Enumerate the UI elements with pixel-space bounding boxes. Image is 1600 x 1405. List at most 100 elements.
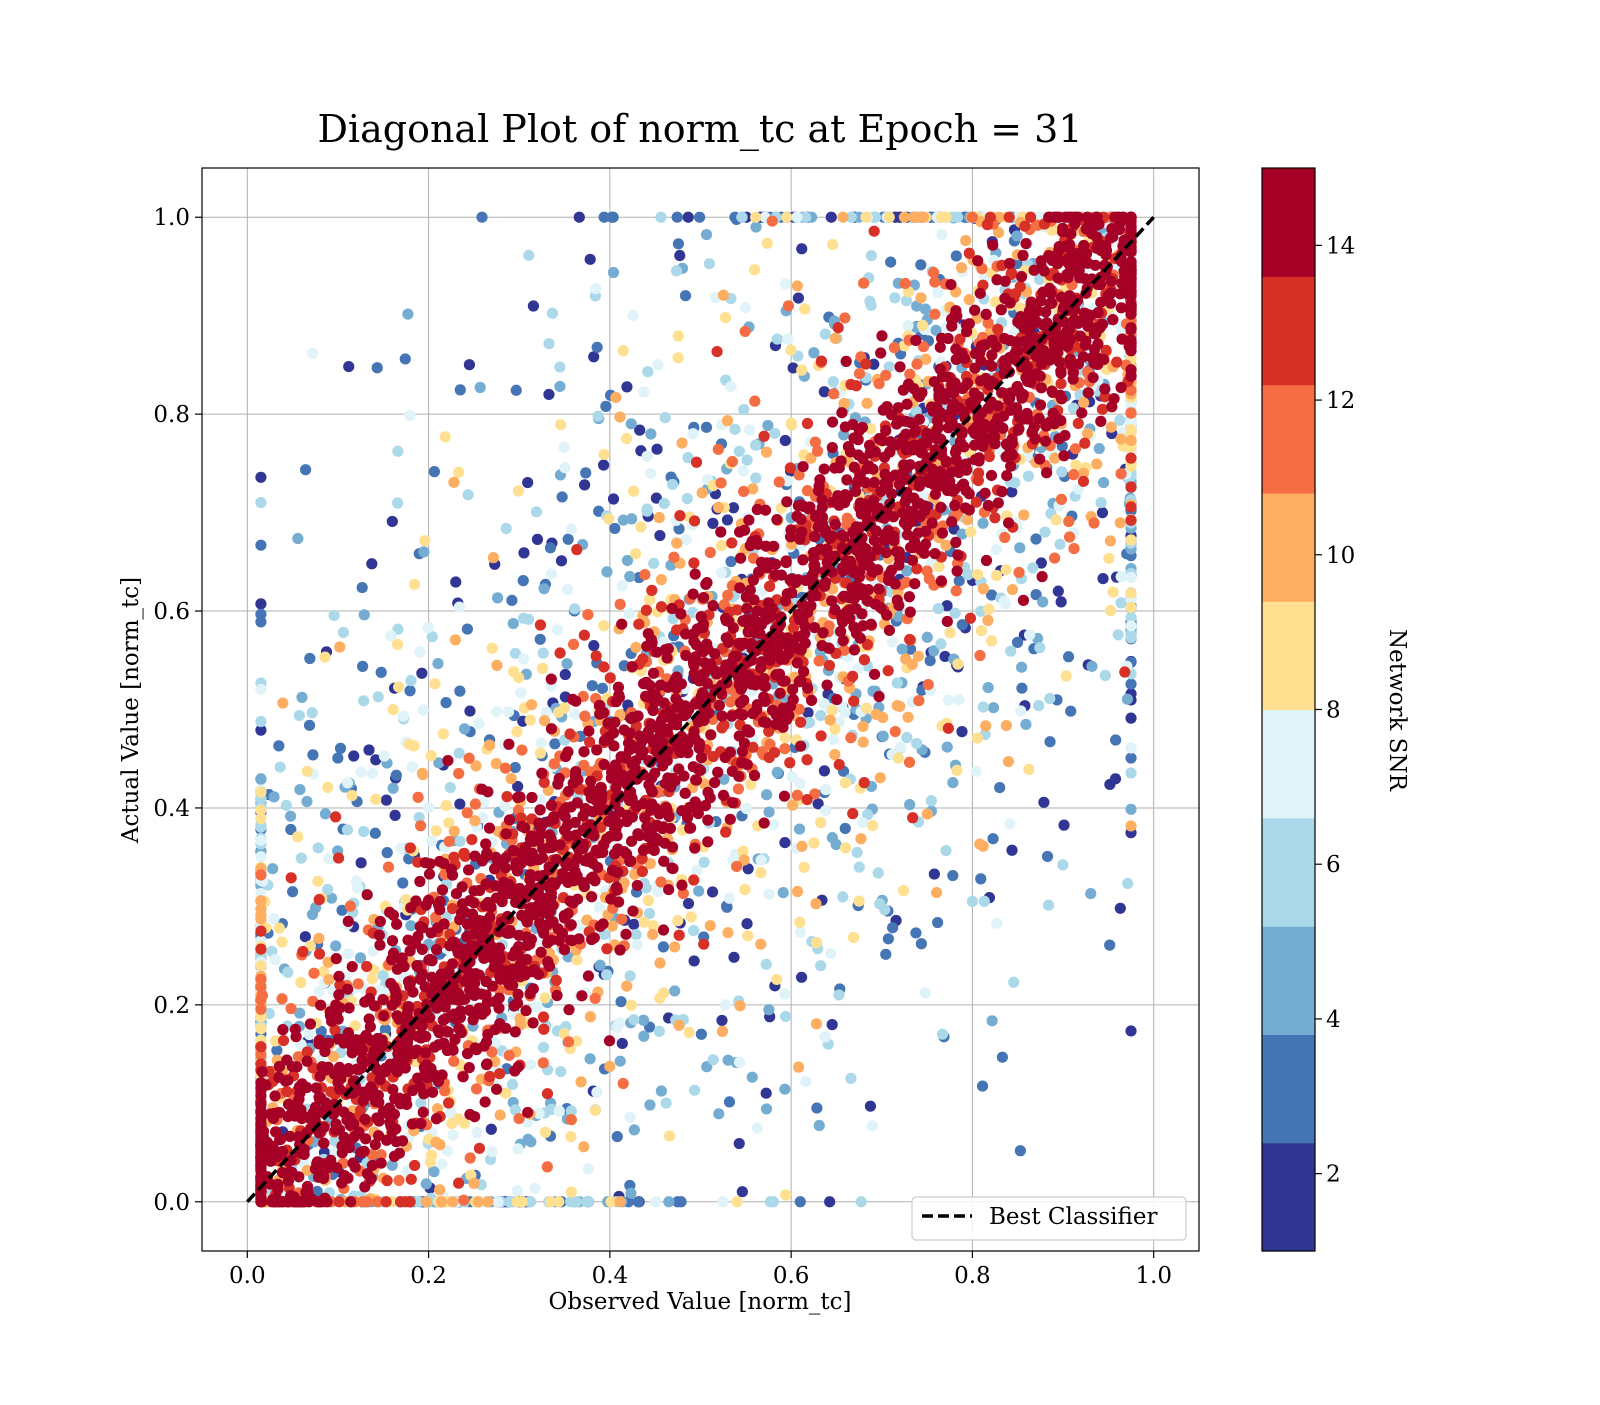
scatter-point bbox=[660, 412, 671, 423]
scatter-point bbox=[865, 1101, 876, 1112]
scatter-point bbox=[1037, 571, 1048, 582]
scatter-point bbox=[1039, 526, 1050, 537]
scatter-point bbox=[1016, 683, 1027, 694]
scatter-point bbox=[656, 1085, 667, 1096]
scatter-point bbox=[257, 990, 268, 1001]
scatter-point bbox=[471, 1083, 482, 1094]
scatter-point bbox=[409, 1160, 420, 1171]
scatter-point bbox=[890, 726, 901, 737]
scatter-point bbox=[811, 1102, 822, 1113]
scatter-point bbox=[977, 1080, 988, 1091]
scatter-point bbox=[608, 267, 619, 278]
scatter-point bbox=[393, 1175, 404, 1186]
scatter-point bbox=[296, 853, 307, 864]
scatter-point bbox=[952, 212, 963, 223]
scatter-point bbox=[981, 555, 992, 566]
scatter-point bbox=[255, 598, 266, 609]
scatter-point bbox=[646, 772, 657, 783]
scatter-point bbox=[562, 584, 573, 595]
scatter-point bbox=[532, 534, 543, 545]
scatter-point bbox=[769, 428, 780, 439]
scatter-point bbox=[551, 975, 562, 986]
scatter-point bbox=[538, 1024, 549, 1035]
scatter-point bbox=[643, 895, 654, 906]
scatter-point bbox=[484, 740, 495, 751]
scatter-point bbox=[772, 334, 783, 345]
scatter-point bbox=[780, 1011, 791, 1022]
scatter-point bbox=[688, 925, 699, 936]
scatter-point bbox=[1115, 468, 1126, 479]
scatter-point bbox=[611, 1022, 622, 1033]
scatter-point bbox=[880, 425, 891, 436]
scatter-point bbox=[764, 889, 775, 900]
scatter-point bbox=[571, 544, 582, 555]
scatter-point bbox=[398, 711, 409, 722]
scatter-point bbox=[763, 597, 774, 608]
scatter-point bbox=[828, 376, 839, 387]
scatter-point bbox=[1056, 596, 1067, 607]
scatter-point bbox=[1125, 588, 1136, 599]
scatter-point bbox=[999, 293, 1010, 304]
scatter-point bbox=[933, 561, 944, 572]
scatter-point bbox=[827, 416, 838, 427]
scatter-point bbox=[255, 851, 266, 862]
scatter-point bbox=[785, 462, 796, 473]
scatter-point bbox=[661, 1097, 672, 1108]
scatter-point bbox=[853, 896, 864, 907]
scatter-point bbox=[656, 601, 667, 612]
scatter-point bbox=[304, 1029, 315, 1040]
scatter-point bbox=[1001, 564, 1012, 575]
scatter-point bbox=[981, 309, 992, 320]
scatter-point bbox=[407, 761, 418, 772]
scatter-point bbox=[761, 1103, 772, 1114]
scatter-point bbox=[458, 1071, 469, 1082]
scatter-point bbox=[810, 898, 821, 909]
scatter-point bbox=[599, 212, 610, 223]
scatter-point bbox=[702, 787, 713, 798]
scatter-point bbox=[318, 1138, 329, 1149]
scatter-point bbox=[672, 915, 683, 926]
scatter-point bbox=[450, 634, 461, 645]
scatter-point bbox=[576, 990, 587, 1001]
scatter-point bbox=[964, 294, 975, 305]
scatter-point bbox=[1125, 435, 1136, 446]
scatter-point bbox=[426, 1150, 437, 1161]
scatter-point bbox=[962, 514, 973, 525]
scatter-point bbox=[1099, 383, 1110, 394]
scatter-point bbox=[274, 923, 285, 934]
scatter-point bbox=[923, 679, 934, 690]
scatter-point bbox=[338, 627, 349, 638]
scatter-point bbox=[624, 608, 635, 619]
scatter-point bbox=[526, 792, 537, 803]
scatter-point bbox=[867, 820, 878, 831]
scatter-point bbox=[900, 278, 911, 289]
scatter-point bbox=[332, 752, 343, 763]
scatter-point bbox=[713, 444, 724, 455]
scatter-point bbox=[1076, 407, 1087, 418]
scatter-point bbox=[711, 346, 722, 357]
scatter-point bbox=[691, 865, 702, 876]
scatter-point bbox=[281, 800, 292, 811]
scatter-point bbox=[402, 308, 413, 319]
scatter-point bbox=[297, 946, 308, 957]
scatter-point bbox=[604, 1061, 615, 1072]
scatter-point bbox=[434, 1139, 445, 1150]
scatter-point bbox=[285, 1003, 296, 1014]
scatter-point bbox=[580, 467, 591, 478]
scatter-point bbox=[825, 948, 836, 959]
scatter-point bbox=[515, 687, 526, 698]
scatter-point bbox=[633, 1196, 644, 1207]
scatter-point bbox=[343, 361, 354, 372]
scatter-point bbox=[778, 887, 789, 898]
scatter-point bbox=[1057, 859, 1068, 870]
scatter-point bbox=[942, 741, 953, 752]
scatter-point bbox=[674, 250, 685, 261]
scatter-point bbox=[535, 619, 546, 630]
scatter-point bbox=[680, 788, 691, 799]
scatter-point bbox=[405, 842, 416, 853]
scatter-point bbox=[591, 1087, 602, 1098]
scatter-point bbox=[335, 743, 346, 754]
scatter-point bbox=[947, 777, 958, 788]
scatter-point bbox=[405, 1196, 416, 1207]
